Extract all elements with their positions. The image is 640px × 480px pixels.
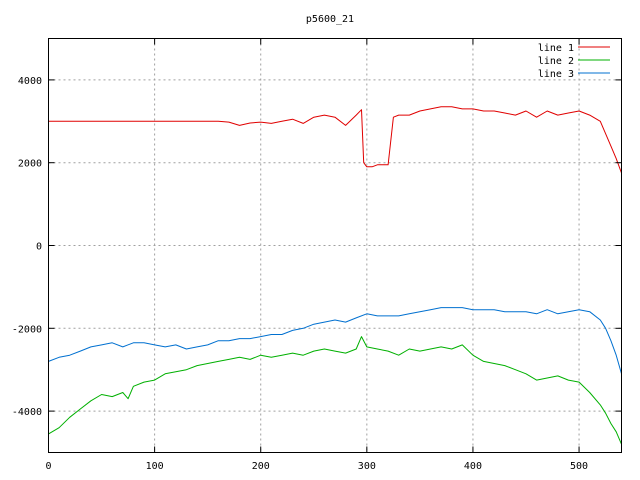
y-tick-label: 2000 [18,159,42,170]
series-lines [48,106,622,445]
legend-label-1: line 1 [538,43,574,54]
series-line-1 [48,106,622,174]
legend-label-2: line 2 [538,56,574,67]
series-line-2 [48,336,622,445]
x-tick-label: 0 [45,461,51,472]
y-tick-label: 0 [36,242,42,253]
x-tick-label: 100 [146,461,164,472]
x-tick-label: 400 [464,461,482,472]
legend: line 1 line 2 line 3 [538,43,610,80]
chart-title: p5600_21 [306,14,354,25]
x-tick-label: 200 [252,461,270,472]
y-tick-label: -2000 [12,324,42,335]
legend-label-3: line 3 [538,69,574,80]
y-tick-label: -4000 [12,407,42,418]
x-tick-label: 300 [358,461,376,472]
y-tick-label: 4000 [18,76,42,87]
x-tick-label: 500 [570,461,588,472]
series-line-3 [48,307,622,374]
grid [48,38,622,453]
axis-ticks: 0 100 200 300 400 500 -4000 -2000 0 2000 4000 [12,38,622,472]
